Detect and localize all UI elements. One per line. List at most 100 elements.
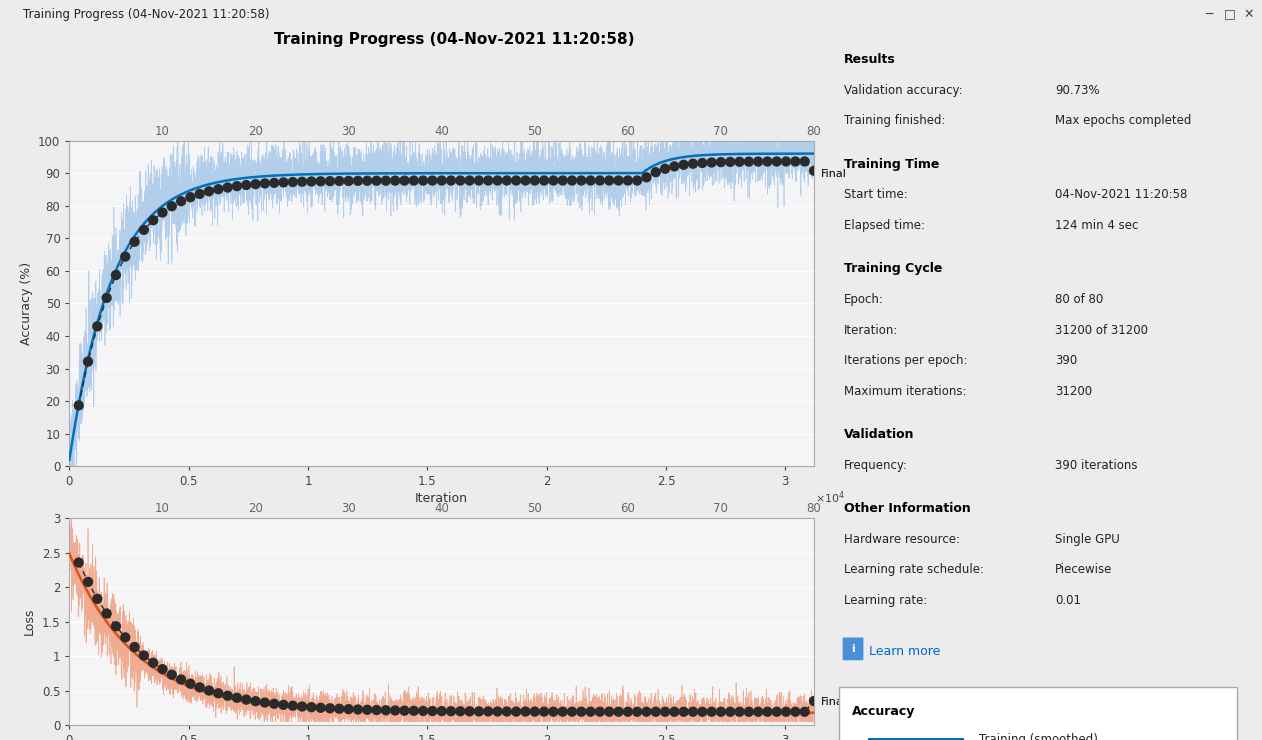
Point	[357, 704, 377, 716]
Point	[627, 175, 647, 186]
Point	[572, 175, 592, 186]
Point	[497, 706, 517, 718]
Point	[264, 698, 284, 710]
Bar	[163, 518, 256, 725]
Text: Accuracy: Accuracy	[852, 705, 915, 718]
Point	[172, 673, 192, 685]
Point	[478, 175, 498, 186]
Point	[162, 669, 182, 681]
Point	[693, 706, 713, 718]
Point	[738, 706, 758, 718]
Point	[134, 650, 154, 662]
Point	[274, 699, 294, 710]
Text: Hardware resource:: Hardware resource:	[843, 533, 959, 546]
Text: Final: Final	[822, 169, 847, 179]
Point	[515, 706, 535, 718]
Point	[395, 175, 415, 186]
Point	[143, 215, 163, 226]
Point	[738, 155, 758, 167]
Point	[189, 188, 209, 200]
Point	[627, 706, 647, 718]
Text: Training finished:: Training finished:	[843, 114, 945, 127]
Point	[767, 706, 787, 718]
Text: ─: ─	[1205, 7, 1213, 21]
Point	[497, 175, 517, 186]
Point	[646, 706, 666, 718]
Point	[310, 702, 331, 713]
Point	[776, 155, 796, 167]
Point	[106, 620, 126, 632]
Point	[115, 631, 135, 643]
Point	[366, 175, 386, 186]
Point	[636, 172, 656, 184]
Point	[589, 175, 610, 186]
Point	[664, 161, 684, 172]
Bar	[535, 518, 628, 725]
Point	[385, 704, 405, 716]
Point	[153, 663, 173, 675]
Point	[208, 184, 228, 195]
Point	[87, 593, 107, 605]
Text: Epoch:: Epoch:	[843, 293, 883, 306]
Text: Piecewise: Piecewise	[1055, 563, 1112, 576]
Point	[506, 175, 526, 186]
Text: Training Cycle: Training Cycle	[843, 262, 941, 275]
Point	[125, 641, 145, 653]
Point	[413, 705, 433, 717]
Point	[506, 706, 526, 718]
Point	[274, 176, 294, 188]
Point	[255, 696, 275, 708]
Point	[795, 706, 815, 718]
Point	[217, 181, 237, 193]
Text: Iteration:: Iteration:	[843, 323, 897, 337]
Bar	[721, 141, 814, 466]
Bar	[256, 141, 348, 466]
Text: Final: Final	[822, 697, 847, 707]
Point	[702, 157, 722, 169]
Point	[413, 175, 433, 186]
Point	[683, 158, 703, 169]
Point	[618, 706, 639, 718]
Text: Training Progress (04-Nov-2021 11:20:58): Training Progress (04-Nov-2021 11:20:58)	[274, 32, 635, 47]
Text: 390 iterations: 390 iterations	[1055, 459, 1137, 472]
Text: Learn more: Learn more	[868, 645, 940, 658]
Point	[469, 705, 490, 717]
FancyBboxPatch shape	[843, 637, 863, 660]
Point	[97, 608, 116, 619]
Point	[78, 356, 98, 368]
Point	[217, 690, 237, 702]
Point	[636, 706, 656, 718]
Point	[553, 706, 573, 718]
Point	[785, 706, 805, 718]
Point	[68, 400, 88, 411]
Text: Training (smoothed): Training (smoothed)	[979, 733, 1098, 740]
Point	[115, 251, 135, 263]
Point	[674, 706, 694, 718]
Text: Results: Results	[843, 53, 895, 66]
Point	[321, 702, 341, 714]
Point	[534, 175, 554, 186]
Point	[757, 155, 777, 167]
Point	[78, 576, 98, 588]
Point	[469, 175, 490, 186]
Point	[348, 704, 369, 716]
Text: Elapsed time:: Elapsed time:	[843, 219, 925, 232]
Bar	[721, 518, 814, 725]
Point	[432, 705, 452, 717]
Bar	[442, 141, 535, 466]
Point	[292, 176, 312, 188]
Point	[68, 556, 88, 568]
Text: 90.73%: 90.73%	[1055, 84, 1099, 97]
Point	[757, 706, 777, 718]
Point	[376, 704, 396, 716]
Point	[487, 175, 507, 186]
Point	[440, 175, 461, 186]
Point	[199, 186, 220, 198]
Point	[599, 175, 620, 186]
Point	[655, 706, 675, 718]
Text: Iterations per epoch:: Iterations per epoch:	[843, 354, 967, 367]
Text: Learning rate:: Learning rate:	[843, 594, 926, 607]
Text: ✕: ✕	[1243, 7, 1253, 21]
Point	[246, 178, 266, 190]
Point	[721, 706, 741, 718]
